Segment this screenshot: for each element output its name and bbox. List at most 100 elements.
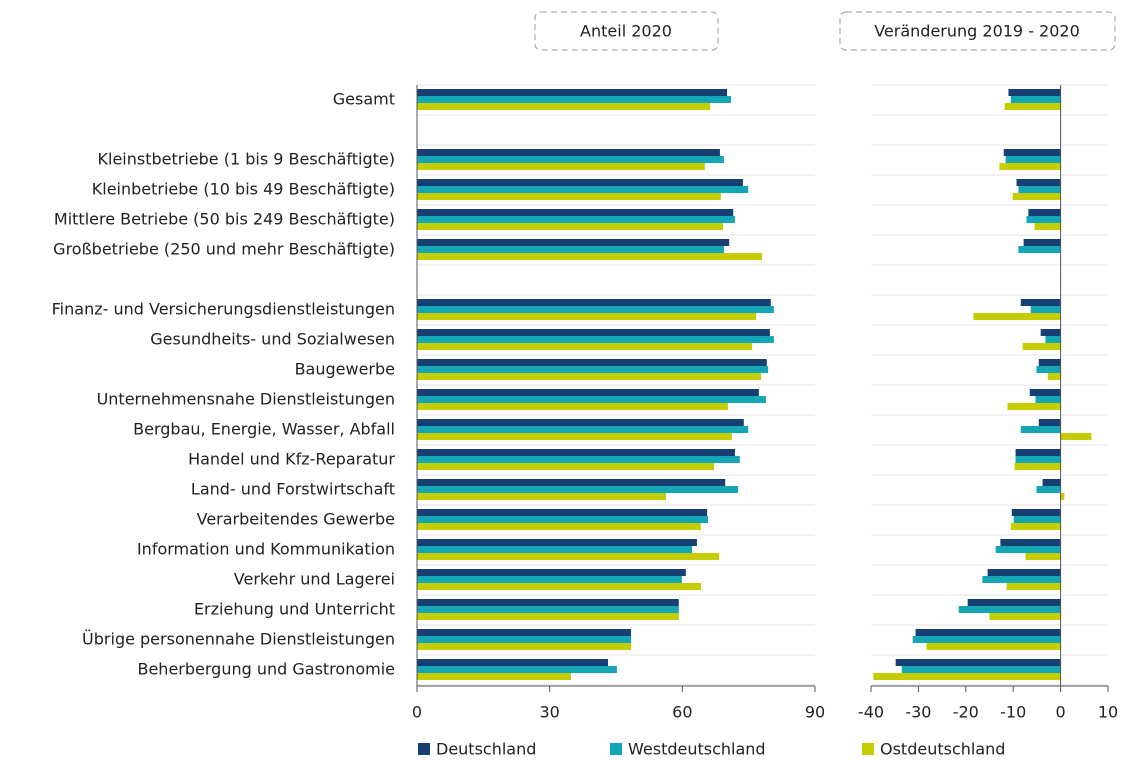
- x-tick-label: 0: [1056, 703, 1066, 722]
- bar: [417, 576, 682, 583]
- bar: [995, 546, 1061, 553]
- bar: [1023, 239, 1061, 246]
- bar: [1060, 433, 1092, 440]
- category-label: Beherbergung und Gastronomie: [137, 660, 395, 679]
- legend-swatch: [862, 743, 874, 755]
- bar: [967, 599, 1061, 606]
- bar: [417, 163, 705, 170]
- bar: [873, 673, 1061, 680]
- bar: [417, 613, 679, 620]
- bar: [417, 426, 749, 433]
- x-tick-label: -20: [953, 703, 979, 722]
- bar: [417, 636, 632, 643]
- legend-label: Ostdeutschland: [880, 740, 1005, 759]
- bar: [417, 569, 686, 576]
- panel-title: Veränderung 2019 - 2020: [874, 22, 1080, 41]
- bar: [417, 186, 749, 193]
- bar: [989, 613, 1061, 620]
- bar: [417, 486, 739, 493]
- bar: [417, 523, 701, 530]
- bar: [1036, 366, 1061, 373]
- bar: [1005, 156, 1061, 163]
- bar: [987, 569, 1061, 576]
- bar: [1060, 493, 1065, 500]
- bar: [417, 546, 693, 553]
- legend-swatch: [418, 743, 430, 755]
- bar: [1013, 516, 1061, 523]
- bar: [417, 479, 726, 486]
- bar: [417, 433, 732, 440]
- bar: [982, 576, 1061, 583]
- x-tick-label: 60: [672, 703, 692, 722]
- bar: [901, 666, 1061, 673]
- bar: [1026, 216, 1061, 223]
- bar: [895, 659, 1061, 666]
- category-label: Handel und Kfz-Reparatur: [188, 450, 395, 469]
- bar: [417, 553, 720, 560]
- x-tick-label: 10: [1098, 703, 1118, 722]
- bar: [417, 396, 766, 403]
- category-label: Bergbau, Energie, Wasser, Abfall: [133, 420, 395, 439]
- bar: [417, 246, 724, 253]
- bar: [1047, 373, 1061, 380]
- bar: [417, 103, 711, 110]
- bar: [1038, 419, 1061, 426]
- x-tick-label: 90: [805, 703, 825, 722]
- bar: [417, 419, 744, 426]
- bar: [1034, 223, 1061, 230]
- legend-label: Deutschland: [436, 740, 536, 759]
- bar: [417, 666, 617, 673]
- bar: [958, 606, 1061, 613]
- x-tick-label: 0: [412, 703, 422, 722]
- bar: [1020, 426, 1061, 433]
- bar: [417, 149, 720, 156]
- bar: [417, 313, 757, 320]
- bar: [417, 89, 727, 96]
- x-tick-label: -40: [858, 703, 884, 722]
- bar: [1028, 209, 1061, 216]
- bar: [1018, 186, 1061, 193]
- bar: [915, 629, 1061, 636]
- bar: [417, 329, 770, 336]
- bar: [417, 403, 728, 410]
- bar: [1014, 463, 1061, 470]
- bar: [1007, 403, 1061, 410]
- bar: [417, 156, 724, 163]
- bar: [1000, 539, 1061, 546]
- x-tick-label: -30: [905, 703, 931, 722]
- bar: [417, 583, 701, 590]
- bar: [1008, 89, 1061, 96]
- bar: [1004, 103, 1061, 110]
- bar: [1010, 96, 1061, 103]
- bar: [1015, 449, 1061, 456]
- bar: [417, 493, 666, 500]
- panel-header-box: [534, 11, 719, 51]
- category-label: Übrige personennahe Dienstleistungen: [82, 630, 395, 649]
- bar: [1036, 486, 1061, 493]
- x-tick-label: 30: [539, 703, 559, 722]
- bar: [417, 606, 679, 613]
- bar: [1003, 149, 1061, 156]
- bar: [417, 629, 632, 636]
- bar: [1006, 583, 1061, 590]
- bar: [1012, 193, 1061, 200]
- panel-header-box: [839, 11, 1116, 51]
- category-label: Baugewerbe: [295, 360, 395, 379]
- category-label: Unternehmensnahe Dienstleistungen: [97, 390, 395, 409]
- bar: [1045, 336, 1061, 343]
- bar: [912, 636, 1061, 643]
- bar: [417, 239, 730, 246]
- category-label: Großbetriebe (250 und mehr Beschäftigte): [53, 240, 395, 259]
- bar: [1040, 329, 1061, 336]
- bar: [417, 179, 743, 186]
- bar: [1011, 509, 1061, 516]
- category-label: Verkehr und Lagerei: [234, 570, 395, 589]
- bar: [417, 336, 774, 343]
- bar: [417, 216, 735, 223]
- bar: [1042, 479, 1061, 486]
- bar: [417, 373, 762, 380]
- category-label: Kleinstbetriebe (1 bis 9 Beschäftigte): [98, 150, 395, 169]
- bar: [1025, 553, 1061, 560]
- category-label: Kleinbetriebe (10 bis 49 Beschäftigte): [92, 180, 395, 199]
